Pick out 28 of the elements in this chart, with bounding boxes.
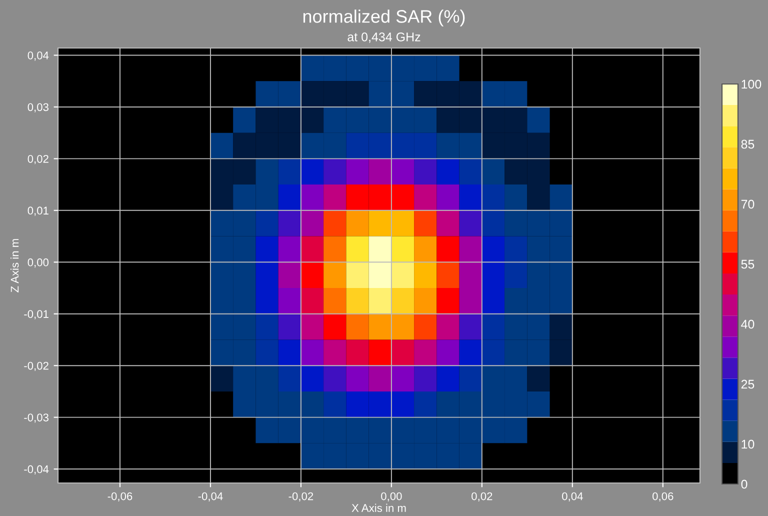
color-bar-label: 25 [741,380,754,389]
y-tick-label: -0,02 [24,362,48,372]
y-tick-label: 0,04 [28,52,49,61]
x-tick-label: -0,06 [108,492,132,502]
y-axis-title: Z Axis in m [10,239,19,292]
color-bar-label: 85 [741,140,754,149]
x-tick-label: 0,02 [472,492,492,502]
chart-title: normalized SAR (%) [303,10,465,26]
y-tick-label: -0,04 [24,465,49,474]
color-bar-label: 100 [742,80,762,89]
x-tick-label: 0,00 [381,492,402,502]
color-bar-label: 70 [741,200,754,209]
chart-subtitle: at 0,434 GHz [348,32,420,43]
y-tick-label: -0,03 [24,414,48,423]
y-tick-label: 0,03 [28,103,48,112]
x-axis-title: X Axis in m [352,504,406,512]
y-tick-label: 0,02 [28,154,48,164]
y-tick-label: 0,00 [28,258,49,268]
color-bar-label: 10 [742,440,754,449]
y-tick-label: -0,01 [24,310,48,320]
x-tick-label: -0,04 [198,492,223,502]
color-bar-label: 55 [741,260,754,269]
x-tick-label: -0,02 [288,492,314,502]
x-tick-label: 0,06 [652,492,674,502]
color-bar-label: 40 [741,320,754,329]
x-tick-label: 0,04 [562,492,583,502]
y-tick-label: 0,01 [28,206,48,216]
color-bar-label: 0 [741,480,748,489]
